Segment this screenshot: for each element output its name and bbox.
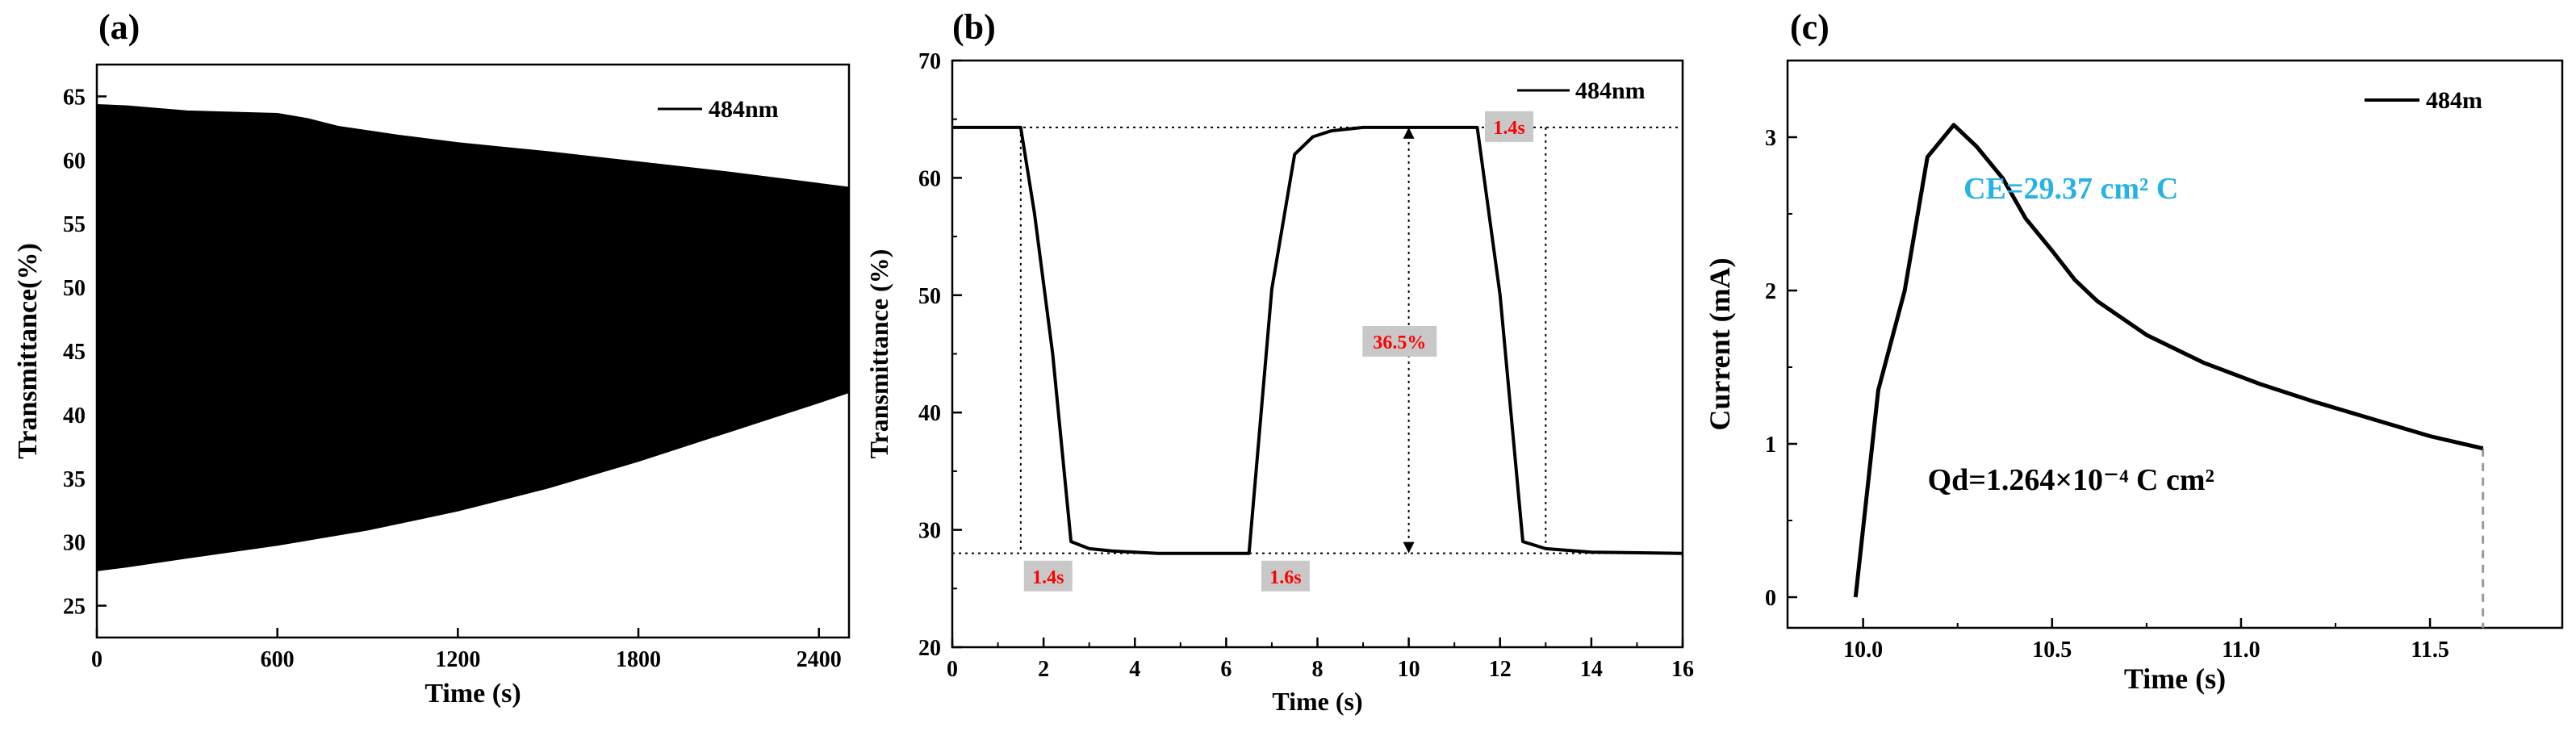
- series-line-upper: [96, 104, 850, 190]
- x-axis-label: Time (s): [1272, 687, 1362, 716]
- y-tick-label: 40: [63, 403, 86, 429]
- y-tick-label: 50: [63, 276, 86, 301]
- panel-label: (a): [98, 7, 140, 47]
- arrow-head-down: [1403, 541, 1415, 554]
- x-tick-label: 2400: [797, 647, 842, 672]
- panel-c: 10.0 10.5 11.0 11.5 0 1 2 3 Time (s) Current (mA)…: [1704, 7, 2564, 695]
- panel-a: 0 600 1200 1800 2400 25 30 35 40 45 50 55 60 65 Time (…: [13, 7, 851, 709]
- y-tick-label: 30: [63, 531, 86, 556]
- x-tick-label: 0: [91, 647, 102, 672]
- y-tick-label: 0: [1765, 586, 1776, 611]
- y-tick-label: 1: [1765, 433, 1776, 458]
- annotation-box: [1362, 325, 1437, 357]
- x-tick-label: 12: [1489, 657, 1512, 682]
- arrow-head-up: [1403, 127, 1415, 139]
- x-tick-label: 4: [1129, 657, 1140, 682]
- x-tick-label: 1800: [616, 647, 661, 672]
- panel-b: 0 2 4 6 8 10 12 14 16 20 30 40 50 60 70 Time (s) Transmi…: [864, 7, 1694, 716]
- annotation-label: 36.5%: [1373, 332, 1426, 353]
- legend-label: 484nm: [1575, 77, 1646, 104]
- annotation-box: [1485, 111, 1534, 142]
- plot-frame: [1786, 59, 2564, 629]
- x-tick-label: 0: [947, 657, 958, 682]
- series-line-lower: [96, 391, 850, 571]
- panel-label: (c): [1790, 7, 1830, 47]
- y-tick-label: 40: [918, 401, 941, 426]
- y-axis-label: Current (mA): [1704, 257, 1736, 430]
- y-tick-label: 50: [918, 284, 941, 309]
- plot-frame: [951, 59, 1684, 649]
- ce-annotation: CE=29.37 cm² C: [1963, 172, 2178, 206]
- x-tick-label: 14: [1580, 657, 1603, 682]
- x-tick-label: 16: [1671, 657, 1694, 682]
- series-line-484nm: [952, 125, 1683, 555]
- y-axis-label: Transmittance(%): [13, 243, 43, 459]
- x-tick-label: 1200: [435, 647, 480, 672]
- qd-annotation: Qd=1.264×10⁻⁴ C cm²: [1928, 463, 2214, 497]
- x-tick-label: 10.5: [2032, 638, 2072, 663]
- annotation-box: [1261, 560, 1310, 592]
- x-axis-label: Time (s): [424, 679, 521, 709]
- annotation-label: 1.6s: [1269, 567, 1301, 588]
- legend-label: 484m: [2426, 87, 2482, 114]
- y-tick-label: 70: [918, 49, 941, 74]
- y-tick-label: 20: [918, 636, 941, 661]
- y-tick-label: 60: [918, 166, 941, 191]
- annotation-label: 1.4s: [1032, 567, 1064, 588]
- series-line-484m: [1853, 123, 2484, 598]
- x-tick-label: 11.0: [2222, 638, 2260, 663]
- x-axis-label: Time (s): [2124, 663, 2226, 695]
- y-tick-label: 60: [63, 148, 86, 174]
- x-tick-label: 10.0: [1843, 638, 1883, 663]
- y-tick-label: 30: [918, 519, 941, 544]
- y-tick-label: 2: [1765, 279, 1776, 304]
- y-axis-label: Transmittance (%): [864, 249, 893, 459]
- legend-label: 484nm: [709, 96, 779, 123]
- x-tick-label: 600: [261, 647, 295, 672]
- annotation-box: [1023, 560, 1073, 592]
- y-tick-label: 35: [63, 467, 86, 492]
- panel-label: (b): [952, 7, 996, 47]
- y-tick-label: 55: [63, 212, 86, 237]
- y-tick-label: 45: [63, 340, 86, 365]
- transmittance-band: [96, 104, 850, 571]
- annotation-label: 1.4s: [1493, 118, 1524, 139]
- x-tick-label: 8: [1312, 657, 1324, 682]
- y-tick-label: 65: [63, 85, 86, 110]
- y-tick-label: 3: [1765, 126, 1776, 151]
- x-tick-label: 2: [1038, 657, 1049, 682]
- x-tick-label: 11.5: [2411, 638, 2448, 663]
- y-tick-label: 25: [63, 595, 86, 620]
- x-tick-label: 10: [1398, 657, 1420, 682]
- x-tick-label: 6: [1220, 657, 1232, 682]
